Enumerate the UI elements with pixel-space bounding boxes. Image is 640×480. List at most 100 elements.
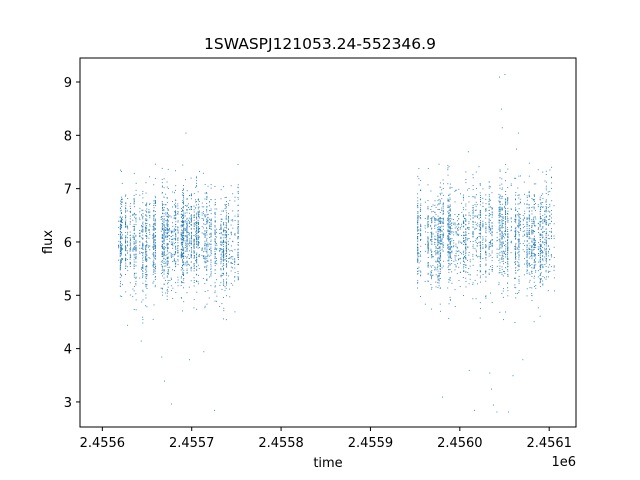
data-point — [476, 215, 478, 217]
data-point — [234, 267, 236, 269]
data-point — [190, 255, 192, 257]
data-point — [419, 235, 421, 237]
data-point — [226, 251, 227, 253]
data-point — [553, 290, 555, 292]
data-point — [225, 210, 227, 212]
data-point — [417, 200, 419, 202]
data-point — [183, 275, 184, 276]
data-point — [165, 229, 166, 231]
data-point — [223, 260, 225, 262]
data-point — [201, 202, 203, 204]
data-point — [472, 211, 474, 213]
data-point — [480, 196, 482, 198]
data-point — [210, 218, 212, 220]
data-point — [448, 271, 450, 273]
data-point — [167, 216, 169, 218]
data-point — [182, 250, 184, 251]
data-point — [515, 251, 516, 253]
data-point — [165, 232, 167, 234]
data-point — [222, 259, 224, 261]
data-point — [447, 260, 449, 262]
data-point — [196, 258, 197, 260]
data-point — [502, 223, 504, 224]
data-point — [139, 229, 141, 231]
data-point — [437, 261, 439, 263]
data-point — [440, 194, 441, 196]
data-point — [121, 243, 122, 245]
data-point — [531, 213, 533, 215]
data-point — [153, 242, 155, 244]
data-point — [488, 199, 490, 201]
data-point — [125, 260, 127, 261]
data-point — [501, 224, 503, 226]
data-point — [451, 259, 453, 261]
data-point — [437, 240, 439, 242]
data-point — [174, 282, 176, 284]
data-point — [226, 235, 227, 237]
data-point — [166, 235, 168, 237]
data-point — [167, 269, 169, 271]
data-point — [193, 249, 195, 251]
data-point — [542, 219, 544, 221]
data-point — [190, 218, 192, 220]
data-point — [485, 280, 487, 282]
data-point — [550, 231, 552, 233]
data-point — [437, 275, 439, 277]
data-point — [449, 241, 451, 243]
data-point — [417, 252, 419, 254]
data-point — [533, 266, 535, 268]
data-point — [440, 236, 441, 238]
data-point — [499, 241, 501, 243]
data-point — [223, 268, 225, 270]
data-point — [165, 235, 167, 237]
data-point — [221, 259, 223, 261]
data-point — [419, 199, 421, 201]
data-point — [216, 295, 218, 297]
data-point — [188, 263, 190, 265]
data-point — [489, 245, 491, 247]
data-point — [491, 302, 493, 303]
data-point — [542, 283, 544, 285]
data-point — [437, 223, 439, 225]
data-point — [155, 252, 156, 254]
data-point — [214, 273, 216, 274]
data-point — [478, 218, 480, 220]
data-point — [214, 229, 216, 231]
data-point — [182, 210, 183, 212]
data-point — [526, 231, 528, 233]
data-point — [539, 273, 541, 275]
data-point — [214, 300, 216, 302]
data-point — [550, 235, 552, 237]
data-point — [540, 202, 542, 204]
data-point — [153, 217, 155, 219]
data-point — [467, 238, 469, 240]
data-point — [417, 237, 419, 239]
data-point — [133, 266, 135, 267]
data-point — [526, 234, 528, 235]
data-point — [480, 216, 481, 218]
data-point — [499, 235, 501, 237]
data-point — [149, 257, 151, 259]
data-point — [542, 221, 544, 223]
data-point — [182, 219, 184, 221]
data-point — [498, 213, 500, 215]
data-point — [146, 243, 148, 245]
data-point — [120, 211, 122, 213]
data-point — [121, 182, 123, 184]
data-point — [438, 236, 440, 238]
data-point — [189, 212, 190, 214]
data-point — [544, 241, 546, 243]
data-point — [165, 227, 167, 229]
data-point — [468, 229, 470, 230]
data-point — [196, 237, 198, 238]
data-point — [153, 267, 155, 268]
data-point — [488, 226, 490, 227]
data-point — [120, 250, 122, 252]
data-point — [183, 189, 184, 191]
data-point — [496, 252, 498, 254]
data-point — [502, 290, 504, 292]
data-point — [153, 200, 155, 202]
data-point — [461, 253, 462, 255]
data-point — [542, 171, 544, 173]
data-point — [230, 232, 232, 234]
